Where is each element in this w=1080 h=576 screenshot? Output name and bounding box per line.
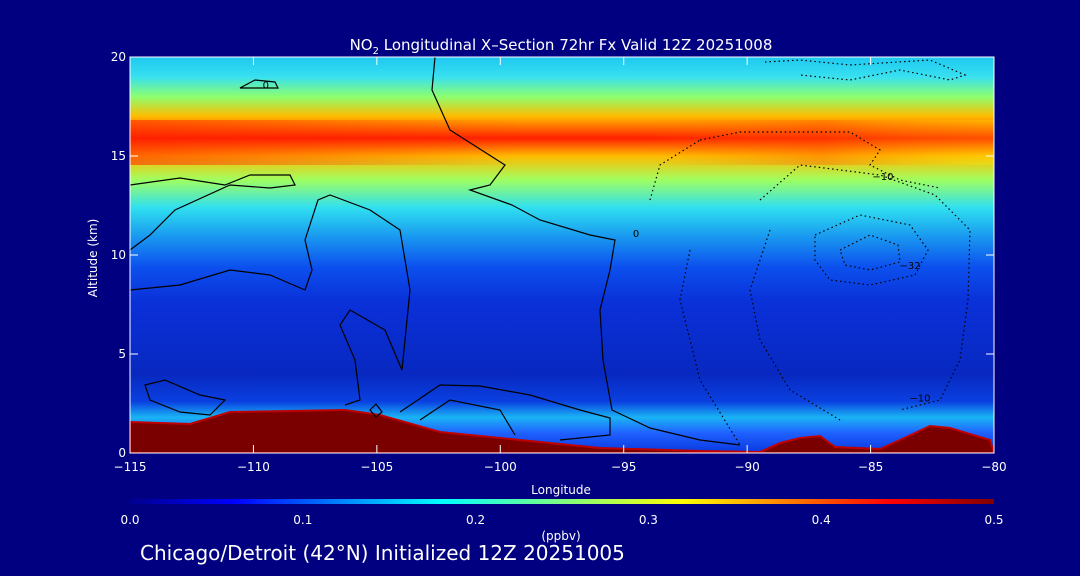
x-tick-label: −100 [484,460,517,474]
plot-area: 0 0 −10 −32 −10 [130,57,994,453]
contours-dashed [649,59,971,446]
contour-solid [239,79,279,89]
contour-negative [649,139,741,446]
y-tick-label: 20 [111,50,126,64]
contour-solid [419,399,516,436]
upper-layer-band [130,120,994,165]
colorbar-tick-label: 0.2 [466,513,485,527]
terrain [130,408,994,453]
colorbar-tick-label: 0.4 [812,513,831,527]
contour-label: −10 [909,394,930,405]
contours [130,57,741,446]
y-tick-label: 15 [111,149,126,163]
contour-label: 0 [633,229,639,240]
x-tick-label: −95 [611,460,636,474]
colorbar-label: (ppbv) [541,529,580,543]
y-axis-label: Altitude (km) [86,219,100,298]
colorbar [130,499,994,504]
x-axis-label: Longitude [531,483,591,497]
x-tick-label: −115 [114,460,147,474]
chart-title: NO2 Longitudinal X–Section 72hr Fx Valid… [350,36,773,57]
y-tick-label: 10 [111,248,126,262]
contour-negative [764,59,967,81]
contour-negative [699,131,941,189]
colorbar-tick-label: 0.1 [293,513,312,527]
x-tick-label: −90 [734,460,759,474]
contour-solid [130,194,411,406]
contour-solid [369,403,383,418]
contour-label: 0 [263,81,269,92]
contour-negative [814,214,929,286]
contour-solid [431,57,741,446]
colorbar-ticks: 0.0 0.1 0.2 0.3 0.4 0.5 [120,513,1003,527]
contour-solid [130,174,296,251]
colorbar-tick-label: 0.5 [984,513,1003,527]
x-tick-label: −85 [858,460,883,474]
contour-label: −10 [872,172,893,183]
contour-label: −32 [900,261,921,272]
contour-solid [144,379,227,416]
colorbar-tick-label: 0.0 [120,513,139,527]
footer-caption: Chicago/Detroit (42°N) Initialized 12Z 2… [140,541,625,565]
x-tick-label: −110 [237,460,270,474]
y-tick-label: 5 [118,347,126,361]
y-tick-label: 0 [118,446,126,460]
x-tick-label: −80 [981,460,1006,474]
x-tick-label: −105 [360,460,393,474]
colorbar-tick-label: 0.3 [639,513,658,527]
contour-labels: 0 0 −10 −32 −10 [263,81,931,405]
concentration-field [130,57,994,453]
contour-solid [399,384,611,441]
